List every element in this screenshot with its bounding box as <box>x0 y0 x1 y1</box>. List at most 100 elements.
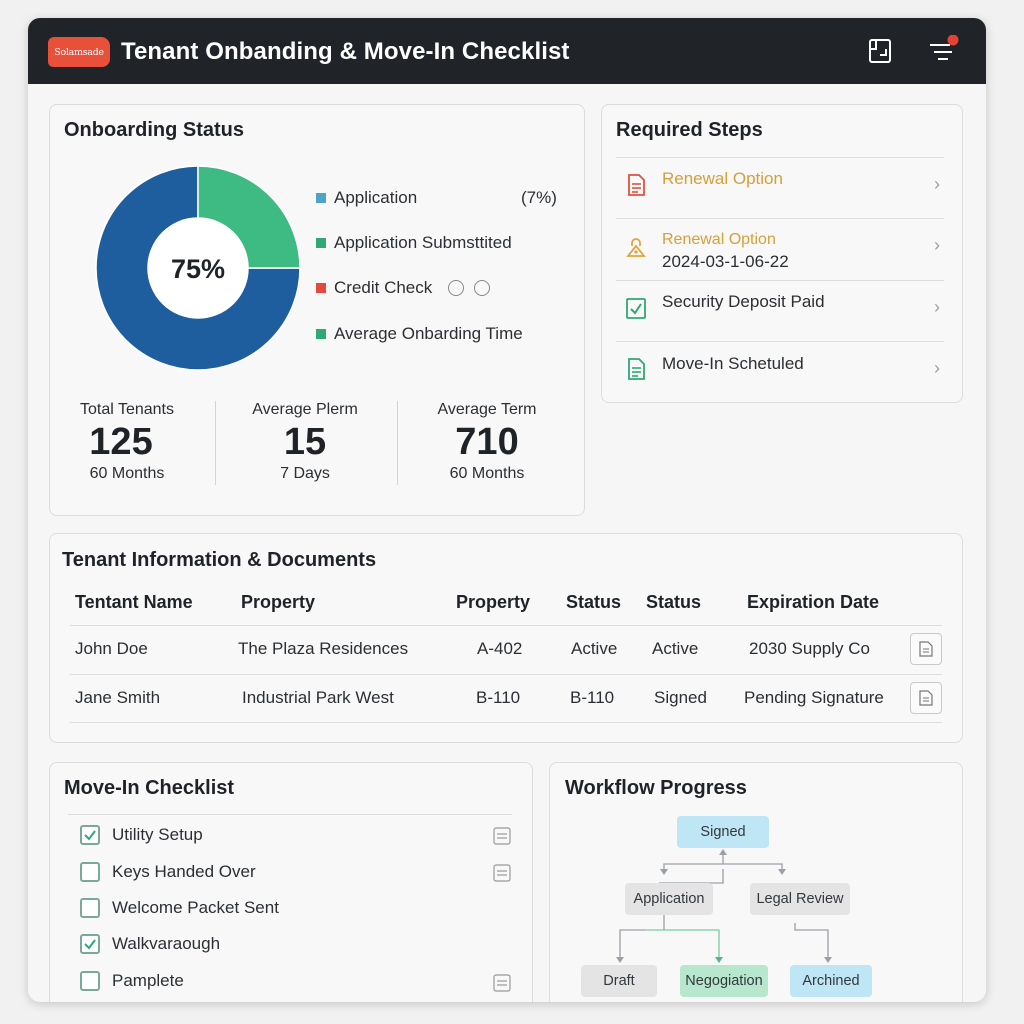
row-divider <box>70 674 942 675</box>
legend-label: Credit Check <box>334 278 433 297</box>
workflow-node-negotiation[interactable]: Negogiation <box>680 965 768 997</box>
legend-swatch <box>316 329 326 339</box>
chevron-right-icon: › <box>934 358 940 378</box>
workflow-node-legal-review[interactable]: Legal Review <box>750 883 850 915</box>
required-steps-card: Required Steps Renewal Option › Renewal … <box>601 104 963 403</box>
checkbox-checked[interactable] <box>80 934 100 954</box>
node-label: Application <box>633 891 705 907</box>
app-title: Tenant Onbanding & Move-In Checklist <box>121 38 570 65</box>
onboarding-donut-chart: 75% <box>95 165 301 371</box>
document-icon <box>628 174 645 196</box>
checklist-item-welcome-packet-sent[interactable]: Welcome Packet Sent <box>80 898 279 918</box>
legend-application-value: (7%) <box>521 188 557 208</box>
workflow-node-archived[interactable]: Archined <box>790 965 872 997</box>
onboarding-status-title: Onboarding Status <box>64 119 244 141</box>
legend-swatch <box>316 283 326 293</box>
cell-status: Active <box>571 639 618 658</box>
stat-label: Total Tenants <box>80 401 174 418</box>
checkbox-checked[interactable] <box>80 825 100 845</box>
checkbox-unchecked[interactable] <box>80 971 100 991</box>
stat-divider <box>397 401 398 485</box>
view-document-button[interactable] <box>910 633 942 665</box>
checklist-item-pamplete[interactable]: Pamplete <box>80 971 184 991</box>
export-icon[interactable] <box>864 35 896 67</box>
legend-credit-check: Credit Check <box>316 278 491 298</box>
stat-label: Average Term <box>437 401 537 418</box>
stat-average-plerm: Average Plerm 15 7 Days <box>220 401 390 483</box>
row-divider <box>70 722 942 723</box>
cell-expiration: 2030 Supply Co <box>749 639 870 658</box>
cell-expiration: Pending Signature <box>744 688 884 707</box>
notification-dot <box>947 34 959 46</box>
legend-application: Application <box>316 188 417 208</box>
workflow-progress-card: Workflow Progress Signed Application <box>549 762 963 1002</box>
stat-value: 710 <box>455 421 519 463</box>
checklist-divider <box>68 814 512 815</box>
legend-label: Average Onbarding Time <box>334 324 523 343</box>
stat-sub: 7 Days <box>280 465 330 482</box>
checklist-label: Walkvaraough <box>112 934 221 953</box>
checkbox-unchecked[interactable] <box>80 898 100 918</box>
lock-icon <box>626 238 646 257</box>
node-label: Legal Review <box>756 891 844 907</box>
app-logo: Solamsade <box>48 37 110 67</box>
header-divider <box>70 625 942 626</box>
checklist-item-walkthrough[interactable]: Walkvaraough <box>80 934 220 954</box>
checkbox-unchecked[interactable] <box>80 862 100 882</box>
checklist-label: Pamplete <box>112 971 184 990</box>
workflow-node-draft[interactable]: Draft <box>581 965 657 997</box>
column-header-property-unit[interactable]: Property <box>456 592 531 612</box>
radio-option-1[interactable] <box>448 280 465 296</box>
adjust-icon[interactable] <box>493 864 511 882</box>
legend-swatch <box>316 193 326 203</box>
legend-value: (7%) <box>521 188 557 207</box>
column-header-status[interactable]: Status <box>566 592 622 612</box>
step-label: Renewal Option <box>662 231 776 248</box>
cell-status: B-110 <box>570 688 615 707</box>
workflow-node-application[interactable]: Application <box>625 883 713 915</box>
stat-value: 15 <box>283 421 327 463</box>
document-icon <box>919 641 933 657</box>
node-label: Draft <box>603 973 635 989</box>
radio-option-2[interactable] <box>474 280 491 296</box>
node-label: Negogiation <box>685 973 763 989</box>
column-header-tenant-name[interactable]: Tentant Name <box>75 592 193 612</box>
onboarding-status-card: Onboarding Status 75% Application (7%) A… <box>49 104 585 516</box>
cell-status-2: Active <box>652 639 699 658</box>
adjust-icon[interactable] <box>493 974 511 992</box>
checklist-item-utility-setup[interactable]: Utility Setup <box>80 825 203 845</box>
donut-hole <box>148 218 248 318</box>
step-renewal-option[interactable]: Renewal Option › <box>616 157 944 218</box>
title-bar: Solamsade Tenant Onbanding & Move-In Che… <box>28 18 986 84</box>
tenant-information-card: Tenant Information & Documents Tentant N… <box>49 533 963 743</box>
checklist-label: Welcome Packet Sent <box>112 898 279 917</box>
column-header-expiration-date[interactable]: Expiration Date <box>747 592 880 612</box>
legend-swatch <box>316 238 326 248</box>
stat-divider <box>215 401 216 485</box>
legend-label: Application Submsttited <box>334 233 512 252</box>
step-move-in-scheduled[interactable]: Move-In Schetuled › <box>616 341 944 402</box>
tenant-information-title: Tenant Information & Documents <box>62 549 377 571</box>
cell-property: The Plaza Residences <box>238 639 409 658</box>
checklist-item-keys-handed-over[interactable]: Keys Handed Over <box>80 862 256 882</box>
column-header-status-2[interactable]: Status <box>646 592 702 612</box>
move-in-checklist-title: Move-In Checklist <box>64 777 235 799</box>
node-label: Archined <box>802 973 860 989</box>
adjust-icon[interactable] <box>493 827 511 845</box>
step-label: Move-In Schetuled <box>662 354 804 373</box>
step-security-deposit-paid[interactable]: Security Deposit Paid › <box>616 280 944 341</box>
workflow-node-signed[interactable]: Signed <box>677 816 769 848</box>
notifications-filter-icon[interactable] <box>926 34 959 67</box>
cell-tenant-name: Jane Smith <box>75 688 161 707</box>
cell-property: Industrial Park West <box>242 688 394 707</box>
step-renewal-option-dated[interactable]: Renewal Option 2024-03-1-06-22 › <box>616 218 944 279</box>
column-header-property[interactable]: Property <box>241 592 316 612</box>
logo-text: Solamsade <box>54 46 104 58</box>
cell-unit: A-402 <box>477 639 523 658</box>
app-window: Solamsade Tenant Onbanding & Move-In Che… <box>28 18 986 1002</box>
checklist-label: Keys Handed Over <box>112 862 256 881</box>
view-document-button[interactable] <box>910 682 942 714</box>
step-label: Security Deposit Paid <box>662 292 825 311</box>
workflow-progress-title: Workflow Progress <box>565 777 747 799</box>
stat-sub: 60 Months <box>449 465 525 482</box>
